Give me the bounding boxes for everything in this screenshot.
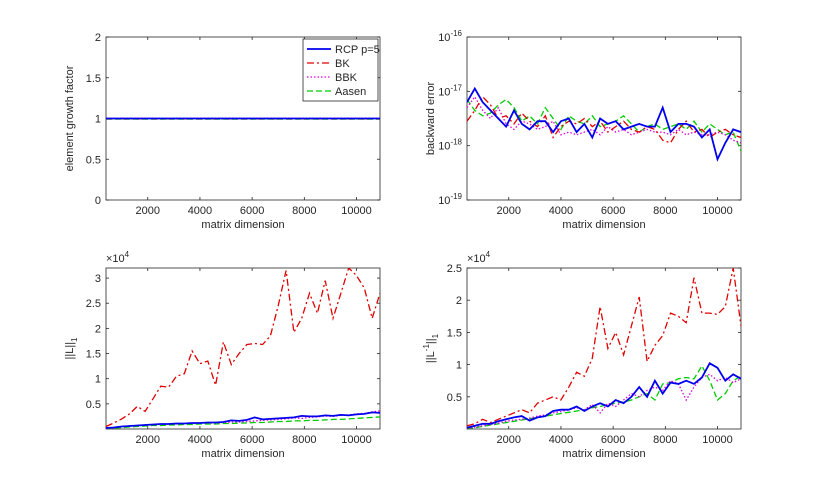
x-tick-label: 4000 — [549, 434, 573, 446]
axis-exponent-power: 4 — [486, 250, 491, 259]
chart-normLinv: 2000 4000 6000 8000 10000 0.5 1 1.5 2 2.5 matrix d… — [422, 250, 742, 460]
y-tick-label: 10-17 — [438, 83, 462, 98]
axes-box — [466, 36, 742, 201]
x-tick-label: 2000 — [136, 205, 160, 217]
series-line-aasen — [106, 416, 380, 429]
y-axis-label-main: ||L|| — [64, 342, 76, 360]
y-tick-label: 10-19 — [438, 192, 462, 207]
y-tick-label: 3 — [95, 273, 101, 285]
x-axis-label: matrix dimension — [562, 448, 645, 460]
x-axis-label: matrix dimension — [562, 219, 645, 231]
y-tick-label: 2.5 — [86, 298, 101, 310]
axis-exponent-power: 4 — [125, 250, 130, 259]
y-tick-label: 10-16 — [438, 29, 462, 44]
y-axis-label-main: backward error — [425, 81, 437, 155]
chart-backward: 2000 4000 6000 8000 1000010-1910-1810-1710-1… — [425, 29, 742, 231]
x-tick-label: 6000 — [601, 205, 625, 217]
axis-exponent-base: ×10 — [106, 253, 125, 265]
y-tick-base: 10 — [438, 141, 450, 153]
y-tick-label: 10-18 — [438, 138, 462, 153]
series-line-bk — [106, 268, 380, 428]
y-axis-label-main: ||L — [425, 351, 437, 363]
x-tick-label: 8000 — [292, 205, 316, 217]
y-axis-label: backward error — [425, 81, 437, 155]
series-line-rcp — [467, 86, 741, 162]
chart-growth: 2000 4000 6000 8000 10000 0 0.5 1 1.5 2 matrix dim… — [64, 32, 381, 231]
y-tick-exponent: -19 — [450, 192, 462, 201]
y-tick-label: 2 — [456, 295, 462, 307]
x-tick-label: 10000 — [341, 205, 372, 217]
y-tick-label: 0.5 — [86, 154, 101, 166]
y-tick-label: 1 — [95, 114, 101, 126]
y-tick-label: 1.5 — [86, 73, 101, 85]
legend-label-bbk: BBK — [335, 72, 358, 84]
series-line-aasen — [467, 98, 741, 152]
x-axis-label: matrix dimension — [201, 219, 284, 231]
axes-box — [466, 267, 742, 430]
y-axis-label-superscript: -1 — [422, 344, 431, 352]
axis-exponent-label: ×104 — [106, 250, 130, 265]
y-axis-label-suffix: || — [425, 338, 437, 344]
x-tick-label: 2000 — [497, 205, 521, 217]
y-tick-base: 10 — [438, 195, 450, 207]
y-tick-label: 2 — [95, 323, 101, 335]
series-line-bbk — [467, 373, 741, 429]
y-axis-label-subscript: 1 — [431, 333, 440, 338]
x-tick-label: 4000 — [188, 434, 212, 446]
y-axis-label-subscript: 1 — [70, 337, 79, 342]
x-tick-label: 10000 — [702, 434, 733, 446]
series-line-bbk — [467, 95, 741, 144]
y-axis-label: element growth factor — [64, 65, 76, 171]
x-tick-label: 8000 — [292, 434, 316, 446]
y-tick-label: 1 — [456, 360, 462, 372]
y-tick-base: 10 — [438, 86, 450, 98]
y-tick-label: 1 — [95, 374, 101, 386]
axis-exponent-label: ×104 — [467, 250, 491, 265]
legend-label-rcp: RCP p=5 — [335, 44, 380, 56]
y-axis-label: ||L||1 — [64, 337, 79, 360]
x-tick-label: 6000 — [240, 434, 264, 446]
x-axis-label: matrix dimension — [201, 448, 284, 460]
x-tick-label: 10000 — [702, 205, 733, 217]
y-tick-label: 0 — [95, 195, 101, 207]
series-line-bk — [467, 268, 741, 427]
x-tick-label: 6000 — [601, 434, 625, 446]
x-tick-label: 8000 — [653, 434, 677, 446]
axis-exponent-base: ×10 — [467, 253, 486, 265]
y-tick-base: 10 — [438, 32, 450, 44]
axes-box — [105, 267, 381, 430]
chart-normL: 2000 4000 6000 8000 10000 0.5 1 1.5 2 2.5 3 matrix … — [64, 250, 381, 460]
x-tick-label: 10000 — [341, 434, 372, 446]
x-tick-label: 6000 — [240, 205, 264, 217]
y-tick-label: 2 — [95, 32, 101, 44]
y-tick-label: 1.5 — [86, 349, 101, 361]
y-tick-exponent: -16 — [450, 29, 462, 38]
legend: RCP p=5 BK BBK Aasen — [302, 38, 380, 102]
y-tick-label: 2.5 — [447, 263, 462, 275]
y-tick-label: 1.5 — [447, 327, 462, 339]
x-tick-label: 4000 — [188, 205, 212, 217]
legend-label-bk: BK — [335, 58, 350, 70]
x-tick-label: 2000 — [136, 434, 160, 446]
y-tick-exponent: -17 — [450, 83, 462, 92]
legend-label-aasen: Aasen — [335, 86, 366, 98]
x-tick-label: 2000 — [497, 434, 521, 446]
series-line-bk — [467, 95, 741, 144]
y-tick-label: 0.5 — [447, 392, 462, 404]
series-line-rcp — [106, 411, 380, 429]
y-tick-label: 0.5 — [86, 399, 101, 411]
series-line-rcp — [467, 362, 741, 429]
y-axis-label-main: element growth factor — [64, 65, 76, 171]
y-tick-exponent: -18 — [450, 138, 462, 147]
x-tick-label: 8000 — [653, 205, 677, 217]
x-tick-label: 4000 — [549, 205, 573, 217]
y-axis-label: ||L-1||1 — [422, 333, 440, 363]
